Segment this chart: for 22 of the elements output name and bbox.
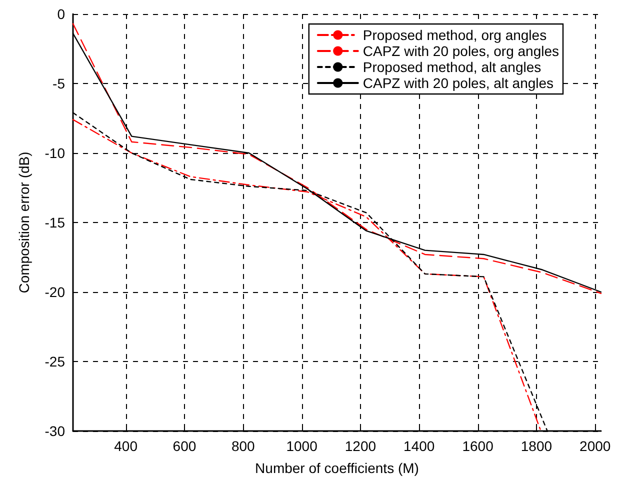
legend-label: Proposed method, org angles bbox=[362, 27, 547, 43]
y-tick-label: -25 bbox=[44, 354, 66, 370]
y-tick-label: -15 bbox=[44, 214, 66, 230]
x-tick-label: 800 bbox=[231, 438, 256, 454]
x-tick-label: 400 bbox=[114, 438, 138, 454]
x-tick-label: 2000 bbox=[580, 438, 611, 454]
x-tick-label: 1000 bbox=[286, 438, 318, 454]
y-tick-label: -30 bbox=[44, 423, 66, 439]
y-tick-label: -5 bbox=[52, 76, 66, 92]
x-tick-label: 1600 bbox=[462, 438, 494, 454]
x-tick-label: 1200 bbox=[344, 438, 376, 454]
legend-label: Proposed method, alt angles bbox=[362, 59, 542, 75]
y-tick-label: -10 bbox=[44, 145, 66, 161]
y-tick-label: 0 bbox=[57, 6, 66, 22]
x-tick-label: 1800 bbox=[520, 438, 552, 454]
legend-label: CAPZ with 20 poles, org angles bbox=[362, 43, 560, 59]
legend-label: CAPZ with 20 poles, alt angles bbox=[362, 75, 554, 91]
x-axis-title: Number of coefficients (M) bbox=[255, 460, 419, 476]
x-tick-label: 1400 bbox=[404, 438, 435, 454]
y-axis-title: Composition error (dB) bbox=[16, 152, 32, 294]
x-tick-label: 600 bbox=[172, 438, 196, 454]
y-tick-label: -20 bbox=[44, 284, 66, 300]
